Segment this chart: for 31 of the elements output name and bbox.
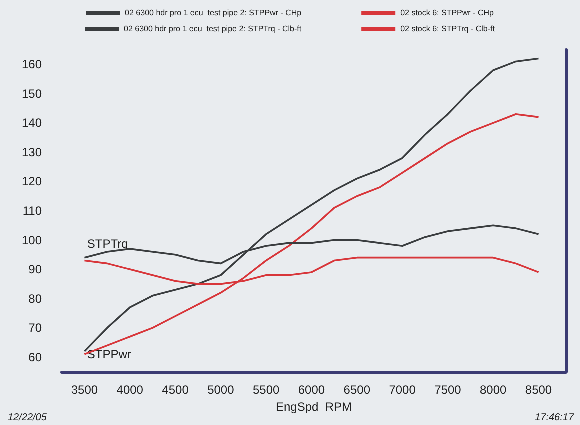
x-tick-label: 6000 (298, 383, 326, 397)
x-tick-label: 4000 (116, 383, 144, 397)
y-tick-label: 100 (22, 233, 42, 248)
x-tick-label: 7500 (434, 383, 462, 397)
x-tick-label: 5000 (208, 383, 235, 397)
y-tick-label: 70 (28, 321, 42, 336)
x-tick-label: 6500 (344, 383, 371, 397)
legend-label: 02 stock 6: STPTrq - Clb-ft (400, 24, 496, 34)
y-tick-label: 160 (22, 58, 42, 72)
x-tick-label: 8500 (525, 383, 552, 397)
y-tick-label: 150 (22, 86, 42, 101)
x-axis-title: EngSpd RPM (276, 400, 352, 414)
annotation: STPTrq (87, 236, 128, 251)
y-tick-label: 110 (22, 204, 42, 218)
y-tick-label: 130 (22, 145, 42, 160)
y-tick-label: 140 (22, 116, 42, 130)
x-tick-label: 7000 (389, 383, 416, 397)
x-tick-label: 4500 (162, 383, 190, 397)
y-tick-label: 120 (22, 174, 42, 189)
x-tick-label: 8000 (480, 383, 508, 397)
text: 17:46:17 (535, 412, 574, 424)
x-tick-label: 5500 (252, 383, 280, 397)
y-tick-label: 80 (28, 292, 42, 306)
y-tick-label: 90 (28, 262, 42, 277)
y-tick-label: 60 (28, 350, 42, 364)
legend-label: 02 6300 hdr pro 1 ecu test pipe 2: STPTrq - Clb-ft (124, 24, 302, 34)
annotation: STPPwr (87, 348, 132, 362)
legend-label: 02 6300 hdr pro 1 ecu test pipe 2: STPPwr - CHp (125, 8, 302, 18)
text: 12/22/05 (8, 412, 48, 424)
legend-label: 02 stock 6: STPPwr - CHp (400, 8, 494, 18)
x-tick-label: 3500 (71, 383, 98, 397)
